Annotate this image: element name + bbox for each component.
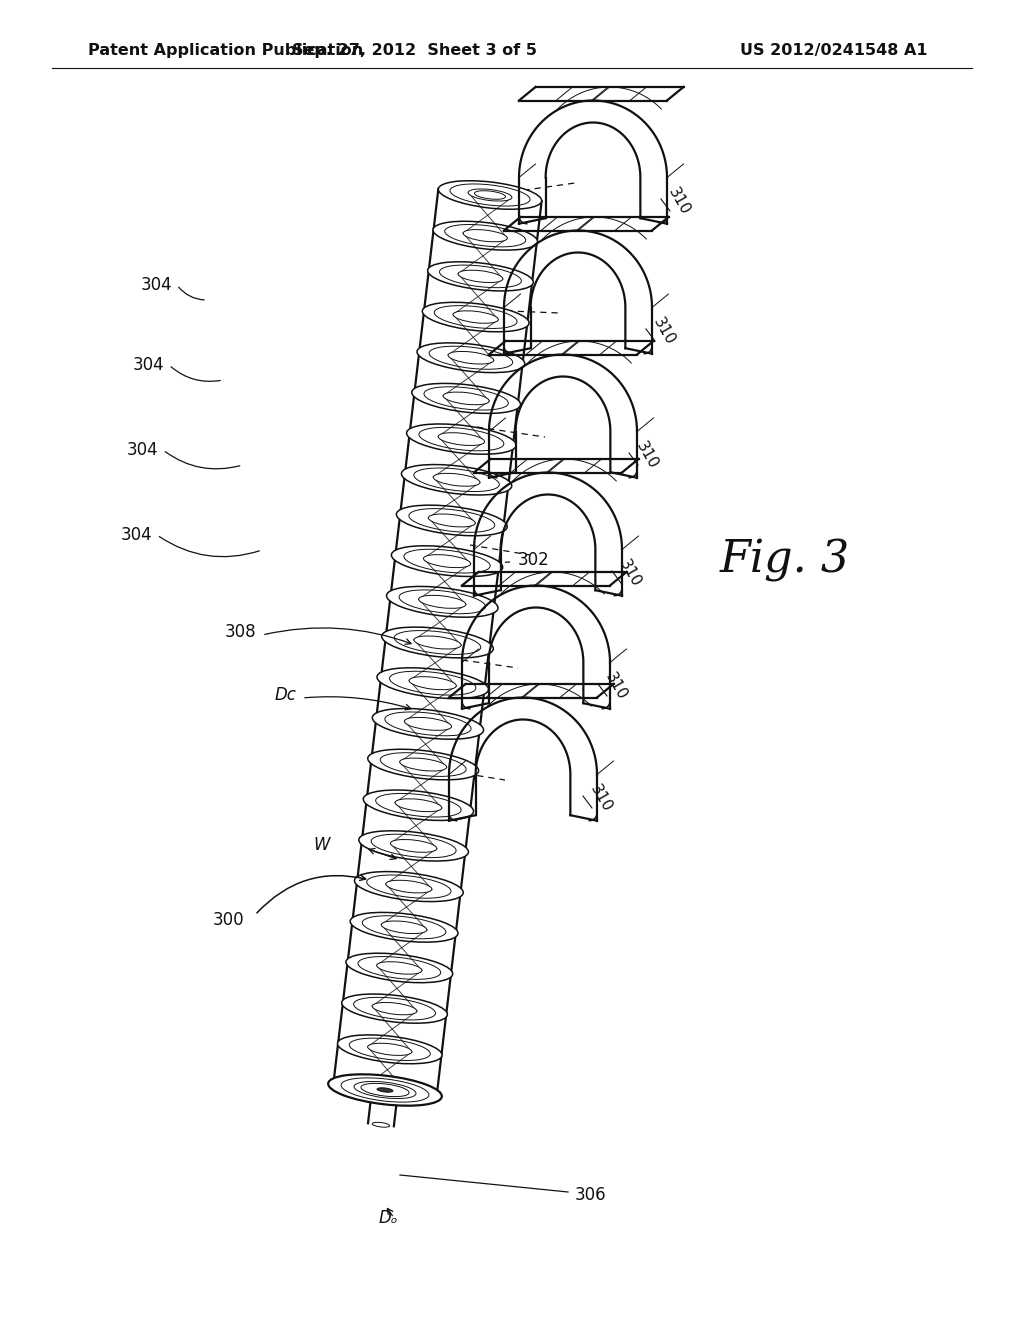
Ellipse shape bbox=[428, 261, 534, 290]
Text: 310: 310 bbox=[633, 438, 660, 471]
Text: 304: 304 bbox=[132, 356, 164, 374]
Ellipse shape bbox=[424, 554, 471, 568]
Text: 310: 310 bbox=[650, 314, 678, 347]
Ellipse shape bbox=[346, 953, 453, 982]
Text: 300: 300 bbox=[212, 911, 244, 929]
Ellipse shape bbox=[443, 392, 489, 405]
Ellipse shape bbox=[328, 1074, 441, 1106]
Ellipse shape bbox=[433, 222, 538, 249]
Ellipse shape bbox=[438, 433, 484, 445]
Text: 304: 304 bbox=[121, 525, 152, 544]
Ellipse shape bbox=[396, 506, 507, 536]
Text: US 2012/0241548 A1: US 2012/0241548 A1 bbox=[740, 42, 928, 58]
Text: Sep. 27, 2012  Sheet 3 of 5: Sep. 27, 2012 Sheet 3 of 5 bbox=[293, 42, 538, 58]
Ellipse shape bbox=[407, 424, 516, 454]
Ellipse shape bbox=[350, 912, 458, 942]
Ellipse shape bbox=[368, 1043, 412, 1056]
Text: 310: 310 bbox=[587, 781, 614, 814]
Ellipse shape bbox=[391, 545, 503, 577]
Ellipse shape bbox=[458, 271, 503, 282]
Text: 304: 304 bbox=[126, 441, 158, 459]
Ellipse shape bbox=[401, 465, 512, 495]
Ellipse shape bbox=[377, 1088, 393, 1092]
Text: 304: 304 bbox=[140, 276, 172, 294]
Ellipse shape bbox=[382, 627, 494, 657]
Ellipse shape bbox=[422, 302, 529, 331]
Text: 306: 306 bbox=[575, 1185, 606, 1204]
Text: 310: 310 bbox=[616, 557, 643, 589]
Ellipse shape bbox=[342, 994, 447, 1023]
Ellipse shape bbox=[341, 1078, 429, 1102]
Ellipse shape bbox=[390, 840, 437, 853]
Ellipse shape bbox=[386, 880, 432, 892]
Ellipse shape bbox=[395, 799, 441, 812]
Ellipse shape bbox=[410, 677, 457, 689]
Ellipse shape bbox=[372, 1122, 390, 1127]
Text: Fig. 3: Fig. 3 bbox=[720, 539, 850, 582]
Ellipse shape bbox=[377, 668, 488, 698]
Text: 302: 302 bbox=[518, 550, 550, 569]
Ellipse shape bbox=[419, 595, 466, 609]
Ellipse shape bbox=[360, 1084, 409, 1097]
Ellipse shape bbox=[463, 230, 507, 242]
Text: 308: 308 bbox=[224, 623, 256, 642]
Ellipse shape bbox=[433, 474, 480, 486]
Ellipse shape bbox=[386, 586, 498, 618]
Ellipse shape bbox=[404, 717, 452, 730]
Ellipse shape bbox=[377, 962, 422, 974]
Ellipse shape bbox=[373, 709, 483, 739]
Text: Patent Application Publication: Patent Application Publication bbox=[88, 42, 364, 58]
Text: Dᴄ: Dᴄ bbox=[274, 686, 296, 704]
Ellipse shape bbox=[338, 1035, 442, 1064]
Ellipse shape bbox=[412, 383, 520, 413]
Ellipse shape bbox=[368, 750, 478, 780]
Text: 310: 310 bbox=[665, 185, 692, 218]
Ellipse shape bbox=[364, 1084, 407, 1096]
Ellipse shape bbox=[399, 758, 446, 771]
Ellipse shape bbox=[372, 1002, 417, 1015]
Ellipse shape bbox=[449, 351, 494, 364]
Ellipse shape bbox=[354, 1081, 416, 1098]
Text: W: W bbox=[313, 836, 330, 854]
Ellipse shape bbox=[468, 189, 512, 201]
Ellipse shape bbox=[354, 871, 463, 902]
Ellipse shape bbox=[364, 789, 473, 821]
Ellipse shape bbox=[453, 310, 499, 323]
Ellipse shape bbox=[334, 1076, 436, 1105]
Ellipse shape bbox=[417, 343, 525, 372]
Ellipse shape bbox=[414, 636, 461, 649]
Ellipse shape bbox=[428, 513, 475, 527]
Ellipse shape bbox=[474, 190, 506, 199]
Text: Dₒ: Dₒ bbox=[379, 1209, 398, 1228]
Ellipse shape bbox=[381, 921, 427, 933]
Ellipse shape bbox=[438, 181, 542, 210]
Text: 310: 310 bbox=[602, 669, 630, 702]
Ellipse shape bbox=[358, 830, 468, 861]
